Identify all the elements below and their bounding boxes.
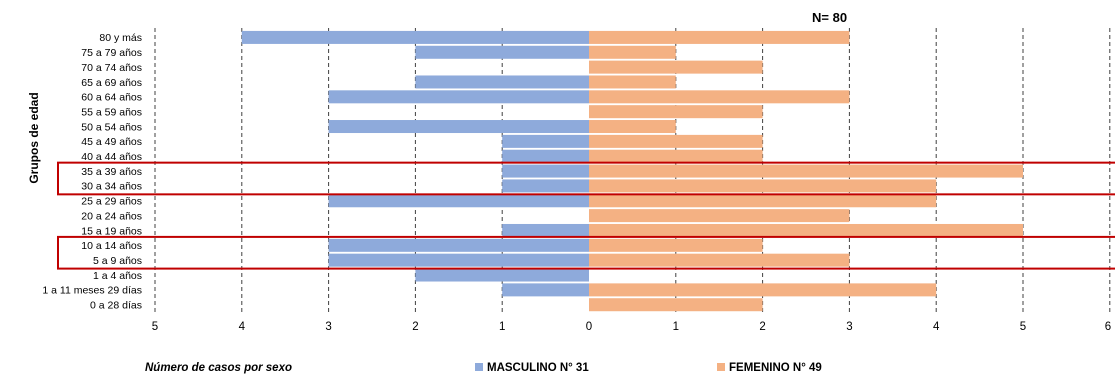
x-tick-label: 2 — [759, 321, 765, 333]
category-label: 50 a 54 años — [81, 121, 142, 133]
bar-masculino — [328, 90, 589, 104]
legend-label-femenino: FEMENINO N° 49 — [729, 362, 822, 374]
bar-femenino — [589, 30, 850, 44]
category-label: 0 a 28 días — [90, 300, 142, 312]
category-label: 20 a 24 años — [81, 210, 142, 222]
highlight-box — [57, 161, 1115, 196]
bar-masculino — [502, 164, 589, 178]
bar-masculino — [502, 223, 589, 237]
x-tick-label: 2 — [412, 321, 418, 333]
bar-masculino — [328, 253, 589, 267]
legend: MASCULINO N° 31 FEMENINO N° 49 — [475, 362, 822, 374]
bar-femenino — [589, 45, 676, 59]
bar-femenino — [589, 90, 850, 104]
bar-femenino — [589, 283, 937, 297]
bar-masculino — [502, 134, 589, 148]
bar-femenino — [589, 194, 937, 208]
bar-femenino — [589, 209, 850, 223]
bar-masculino — [502, 283, 589, 297]
category-label: 40 a 44 años — [81, 151, 142, 163]
bars — [241, 30, 1023, 312]
category-label: 1 a 4 años — [93, 270, 142, 282]
x-tick-label: 6 — [1105, 321, 1111, 333]
bar-masculino — [328, 120, 589, 134]
category-label: 55 a 59 años — [81, 106, 142, 118]
y-axis-label: Grupos de edad — [27, 92, 41, 183]
category-label: 15 a 19 años — [81, 225, 142, 237]
legend-label-masculino: MASCULINO N° 31 — [487, 362, 589, 374]
category-label: 70 a 74 años — [81, 62, 142, 74]
x-axis-label: Número de casos por sexo — [145, 362, 292, 374]
category-label: 1 a 11 meses 29 días — [42, 285, 142, 297]
n-total-annotation: N= 80 — [812, 10, 847, 25]
x-tick-label: 5 — [152, 321, 158, 333]
legend-swatch-masculino — [475, 363, 483, 371]
bar-masculino — [502, 179, 589, 193]
x-tick-labels: 5 4 3 2 1 0 1 2 3 4 5 6 — [152, 321, 1111, 333]
bar-femenino — [589, 179, 937, 193]
category-label: 60 a 64 años — [81, 92, 142, 104]
category-label: 65 a 69 años — [81, 77, 142, 89]
bar-masculino — [415, 268, 589, 282]
bar-femenino — [589, 298, 763, 312]
bar-femenino — [589, 164, 1023, 178]
x-tick-label: 1 — [673, 321, 679, 333]
x-tick-label: 3 — [325, 321, 331, 333]
bar-masculino — [328, 238, 589, 252]
x-tick-label: 4 — [933, 321, 940, 333]
x-tick-label: 4 — [239, 321, 246, 333]
legend-swatch-femenino — [717, 363, 725, 371]
bar-femenino — [589, 105, 763, 119]
bar-femenino — [589, 149, 763, 163]
bar-masculino — [328, 194, 589, 208]
category-labels: 80 y más 75 a 79 años 70 a 74 años 65 a 69 … — [42, 32, 142, 311]
bar-masculino — [415, 75, 589, 89]
category-label: 35 a 39 años — [81, 166, 142, 178]
bar-masculino — [415, 45, 589, 59]
category-label: 75 a 79 años — [81, 47, 142, 59]
category-label: 30 a 34 años — [81, 181, 142, 193]
category-label: 10 a 14 años — [81, 240, 142, 252]
x-tick-label: 3 — [846, 321, 852, 333]
category-label: 25 a 29 años — [81, 196, 142, 208]
bar-femenino — [589, 223, 1023, 237]
x-tick-label: 5 — [1020, 321, 1026, 333]
category-label: 80 y más — [99, 32, 142, 44]
bar-femenino — [589, 134, 763, 148]
bar-masculino — [502, 149, 589, 163]
highlight-box — [57, 235, 1115, 270]
bar-femenino — [589, 238, 763, 252]
category-label: 45 a 49 años — [81, 136, 142, 148]
highlight-boxes — [57, 161, 1115, 270]
bar-masculino — [241, 30, 590, 44]
x-tick-label: 1 — [499, 321, 505, 333]
bar-femenino — [589, 253, 850, 267]
x-tick-label: 0 — [586, 321, 592, 333]
bar-femenino — [589, 120, 676, 134]
category-label: 5 a 9 años — [93, 255, 142, 267]
bar-femenino — [589, 60, 763, 74]
bar-femenino — [589, 75, 676, 89]
